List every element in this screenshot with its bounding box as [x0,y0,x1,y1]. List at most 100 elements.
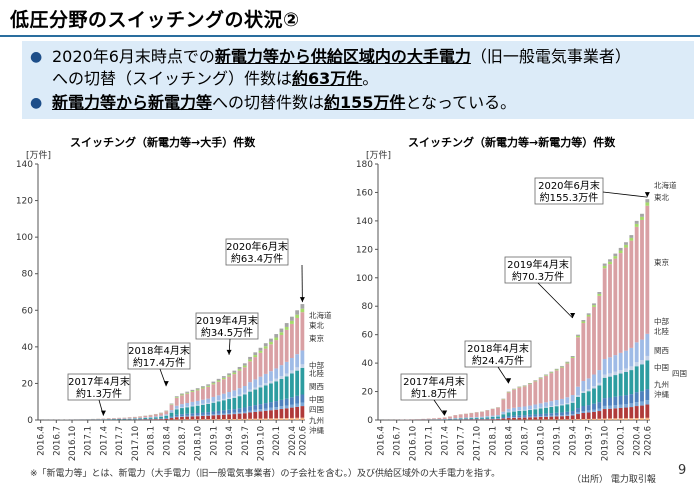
x-tick-label: 2016.7 [52,426,62,456]
region-label-chubu: 中部 [654,316,669,326]
bar-segment-kansai [274,381,279,402]
annotation-line-2: 約1.8万件 [411,387,457,400]
bar-segment-kyushu [185,416,190,420]
bar-segment-hokkaido [300,304,305,309]
bar-segment-hokuriku [522,409,527,411]
bar-segment-hokuriku [586,389,591,392]
bar-segment-tokyo [159,413,163,416]
bar-segment-chubu [645,333,650,356]
bar-segment-kyushu [570,415,575,420]
bar-segment-tohoku [195,389,200,391]
bar-segment-chugoku [253,405,258,410]
region-label-hokuriku: 北陸 [309,368,324,378]
bar-segment-tohoku [211,383,216,385]
bar-segment-kansai [206,403,211,413]
bar-segment-chubu [174,405,179,409]
annotation-line-2: 約155.3万件 [540,191,599,204]
bar-segment-okinawa [190,419,195,420]
region-label-kyushu: 九州 [309,416,324,425]
bar-segment-tokyo [480,411,484,417]
bar-segment-shikoku [506,417,511,419]
bar-segment-chubu [221,393,226,399]
bar-segment-tohoku [284,326,289,330]
bar-segment-okinawa [645,417,650,420]
bar-segment-hokuriku [185,406,190,408]
bar-segment-chugoku [533,414,538,417]
bar-segment-hokuriku [190,405,195,407]
bar-segment-kyushu [549,416,554,420]
bar-segment-tohoku [269,341,273,345]
bar-segment-okinawa [570,419,575,420]
bar-segment-shikoku [618,404,623,408]
bar-segment-kansai [522,410,527,416]
bar-segment-shikoku [613,405,618,409]
bar-segment-okinawa [232,419,237,420]
bar-segment-tohoku [221,377,226,380]
bar-segment-kyushu [618,407,623,419]
bar-segment-chugoku [576,408,580,413]
annotation-box [195,312,259,340]
bar-segment-kyushu [190,416,195,420]
bar-segment-shikoku [533,416,538,418]
bullet-1-line-2-part-0: への切替（スイッチング）件数は [52,69,293,88]
x-tick-label: 2019.4 [225,426,235,456]
bar-segment-kyushu [613,408,618,419]
bar-segment-chugoku [613,396,618,406]
bar-segment-chugoku [237,408,242,413]
bar-segment-kyushu [159,419,163,420]
bar-segment-kyushu [201,415,205,420]
bar-segment-tokyo [185,393,190,403]
y-tick-label: 0 [27,416,33,426]
bar-segment-hokuriku [576,395,580,397]
bar-segment-okinawa [634,418,639,420]
region-label-chugoku: 中国 [654,362,669,372]
bar-segment-okinawa [581,419,586,420]
bar-segment-shikoku [180,416,184,417]
bar-segment-tokyo [242,367,247,386]
bar-segment-tohoku [640,216,644,220]
annotation-line-2: 約70.3万件 [512,270,564,283]
bar-segment-tokyo [117,417,122,419]
bar-segment-tohoku [290,320,294,324]
chart-2-title: スイッチング（新電力等→新電力等）件数 [408,136,616,149]
bar-segment-tohoku [174,397,179,398]
bar-segment-tokyo [232,374,237,391]
bar-segment-chugoku [206,412,211,415]
bar-segment-tohoku [248,359,252,362]
bar-segment-kyushu [211,415,216,420]
annotation-box [504,256,572,284]
bar-segment-okinawa [597,418,602,420]
bar-segment-tokyo [549,373,554,402]
bullet-dot-icon: ● [30,95,43,111]
bar-segment-kyushu [597,411,602,419]
bar-segment-hokkaido [211,381,216,384]
bar-segment-shikoku [258,409,263,412]
bar-segment-kansai [201,404,205,413]
bar-segment-chubu [279,365,284,377]
bar-segment-kansai [295,370,300,396]
bar-segment-tohoku [295,314,300,318]
x-tick-label: 2020.1 [272,426,282,456]
bar-segment-tohoku [263,346,268,349]
bar-segment-hokkaido [248,356,252,360]
bar-segment-tohoku [570,356,575,358]
bar-segment-kansai [501,414,506,418]
bar-segment-tohoku [624,244,628,248]
bar-segment-tokyo [295,317,300,355]
bar-segment-tokyo [453,415,458,419]
bar-segment-kansai [263,385,268,404]
bar-segment-tokyo [195,390,200,401]
bar-segment-okinawa [248,418,252,420]
bar-segment-tokyo [474,412,479,417]
annotation-arrow [497,366,510,384]
region-label-okinawa: 沖縄 [654,389,669,399]
bar-segment-tokyo [211,384,216,397]
bar-segment-shikoku [216,413,221,416]
bar-segment-kyushu [533,417,538,420]
bar-segment-hokkaido [284,323,289,327]
annotation-line-1: 2019年4月末 [196,314,258,327]
bullet-2-line-1-part-2: 約155万件 [324,93,406,112]
bar-segment-kyushu [148,419,153,420]
bar-segment-okinawa [227,419,231,420]
bar-segment-hokuriku [549,405,554,407]
